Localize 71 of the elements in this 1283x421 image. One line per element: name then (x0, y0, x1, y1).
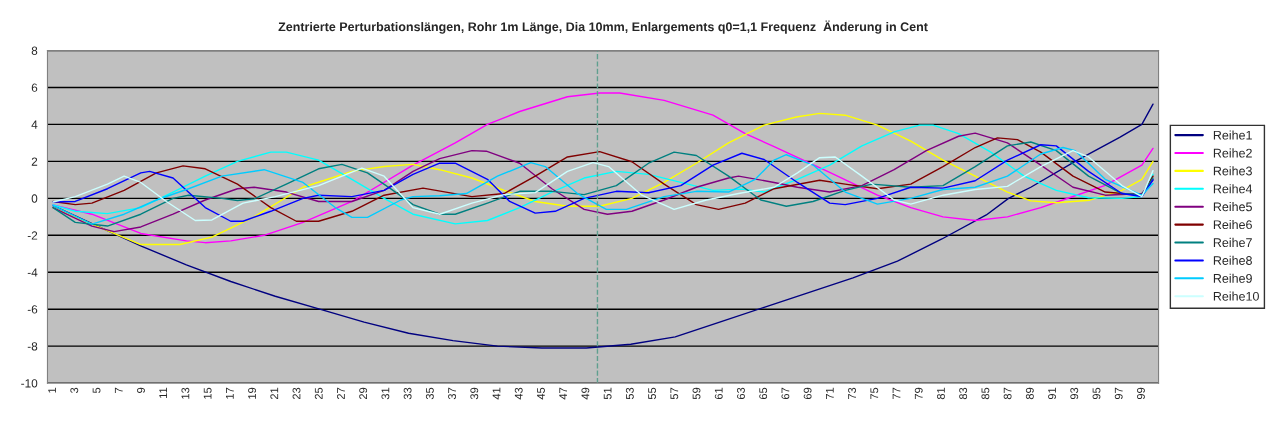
x-tick-label: 19 (248, 387, 256, 399)
x-tick-label: 61 (714, 387, 723, 400)
x-tick-label: 55 (648, 387, 656, 400)
x-tick-label: 73 (848, 387, 856, 400)
legend-label: Reihe7 (1213, 237, 1252, 248)
legend-label: Reihe1 (1213, 130, 1252, 140)
x-tick-label: 27 (337, 387, 345, 400)
x-tick-label: 83 (959, 387, 968, 400)
x-tick-label: 31 (381, 387, 390, 400)
x-tick-label: 13 (181, 387, 190, 399)
x-tick-label: 39 (470, 387, 479, 400)
y-tick-label: -2 (27, 231, 38, 240)
x-tick-label: 49 (581, 387, 590, 400)
legend-label: Reihe4 (1213, 184, 1253, 194)
x-tick-label: 87 (1003, 387, 1012, 400)
y-tick-label: 4 (31, 120, 38, 129)
legend-label: Reihe2 (1213, 148, 1252, 158)
y-tick-label: -10 (21, 379, 38, 388)
x-tick-label: 45 (537, 387, 545, 400)
x-tick-label: 11 (159, 387, 168, 398)
y-tick-label: 8 (31, 46, 38, 55)
legend-label: Reihe5 (1213, 202, 1252, 212)
x-tick-label: 67 (781, 387, 790, 400)
x-tick-label: 91 (1048, 387, 1056, 400)
x-tick-label: 9 (137, 387, 145, 393)
x-tick-label: 79 (914, 387, 923, 400)
x-tick-label: 63 (737, 387, 745, 400)
x-tick-label: 21 (270, 387, 279, 400)
x-tick-label: 37 (448, 387, 456, 400)
x-tick-label: 25 (314, 387, 323, 400)
y-tick-label: 0 (31, 194, 38, 203)
x-tick-label: 7 (114, 387, 123, 393)
x-tick-label: 33 (403, 387, 412, 400)
x-tick-label: 89 (1025, 387, 1034, 400)
legend-label: Reihe10 (1213, 291, 1259, 301)
x-tick-label: 77 (892, 387, 901, 400)
x-tick-label: 99 (1137, 387, 1145, 400)
legend-label: Reihe6 (1213, 219, 1252, 230)
y-tick-label: -8 (27, 342, 38, 351)
y-tick-label: 6 (31, 83, 38, 92)
x-tick-label: 69 (803, 387, 812, 400)
y-tick-label: 2 (31, 157, 38, 166)
x-tick-label: 85 (981, 387, 990, 400)
x-tick-label: 1 (48, 387, 56, 393)
x-tick-label: 65 (759, 387, 768, 400)
x-tick-label: 23 (292, 387, 301, 400)
chart-title: Zentrierte Perturbationslängen, Rohr 1m Länge, Dia 10mm, Enlargements q0=1,1 Frequenz Änderung in Cent (278, 20, 928, 34)
x-tick-label: 93 (1070, 387, 1079, 400)
y-tick-label: -4 (27, 268, 38, 277)
x-tick-label: 71 (826, 387, 834, 400)
x-tick-label: 3 (70, 387, 79, 394)
legend-label: Reihe9 (1213, 273, 1252, 283)
x-tick-label: 59 (692, 387, 701, 400)
legend-label: Reihe3 (1213, 166, 1252, 176)
x-tick-label: 97 (1114, 387, 1123, 400)
x-tick-label: 81 (937, 387, 945, 400)
x-tick-label: 75 (870, 387, 879, 400)
x-tick-label: 15 (203, 387, 212, 399)
y-tick-label: -6 (27, 305, 38, 314)
x-tick-label: 57 (670, 387, 679, 400)
x-tick-label: 53 (625, 387, 634, 400)
x-tick-label: 29 (359, 387, 368, 400)
x-tick-label: 51 (603, 387, 612, 400)
x-tick-label: 43 (514, 387, 523, 400)
x-tick-label: 35 (425, 387, 434, 400)
x-tick-label: 17 (226, 387, 234, 399)
x-tick-label: 41 (492, 387, 501, 400)
legend-label: Reihe8 (1213, 255, 1252, 265)
x-tick-label: 5 (92, 387, 101, 394)
x-tick-label: 47 (559, 387, 567, 400)
x-tick-label: 95 (1092, 387, 1101, 400)
